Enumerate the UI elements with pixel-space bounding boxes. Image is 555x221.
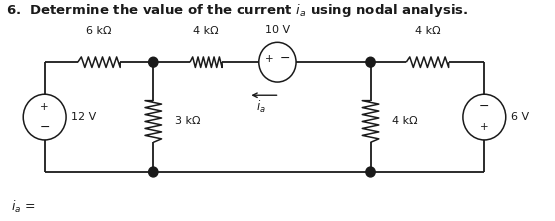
Ellipse shape bbox=[149, 57, 158, 67]
Text: 12 V: 12 V bbox=[71, 112, 97, 122]
Text: +: + bbox=[480, 122, 488, 132]
Text: 6 V: 6 V bbox=[511, 112, 529, 122]
Text: 3 kΩ: 3 kΩ bbox=[175, 116, 201, 126]
Text: +: + bbox=[41, 102, 49, 112]
Text: 6 kΩ: 6 kΩ bbox=[86, 26, 112, 36]
Text: +: + bbox=[265, 54, 274, 64]
Text: −: − bbox=[39, 121, 50, 134]
Text: 4 kΩ: 4 kΩ bbox=[415, 26, 440, 36]
Text: −: − bbox=[280, 52, 290, 65]
Text: $i_a$: $i_a$ bbox=[256, 99, 266, 115]
Text: 4 kΩ: 4 kΩ bbox=[392, 116, 418, 126]
Text: −: − bbox=[479, 100, 490, 113]
Ellipse shape bbox=[366, 57, 375, 67]
Text: 4 kΩ: 4 kΩ bbox=[193, 26, 219, 36]
Text: $i_a$ =: $i_a$ = bbox=[11, 199, 36, 215]
Text: 10 V: 10 V bbox=[265, 25, 290, 35]
Text: 6.  Determine the value of the current $i_a$ using nodal analysis.: 6. Determine the value of the current $i… bbox=[6, 2, 468, 19]
Ellipse shape bbox=[366, 167, 375, 177]
Ellipse shape bbox=[149, 167, 158, 177]
